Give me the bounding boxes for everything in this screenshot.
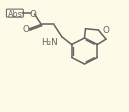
Text: O: O bbox=[102, 26, 109, 35]
Text: O: O bbox=[23, 25, 30, 34]
Text: O: O bbox=[29, 10, 36, 18]
FancyBboxPatch shape bbox=[6, 10, 23, 18]
Text: Abs: Abs bbox=[7, 10, 22, 18]
Text: H₂N: H₂N bbox=[41, 38, 58, 46]
